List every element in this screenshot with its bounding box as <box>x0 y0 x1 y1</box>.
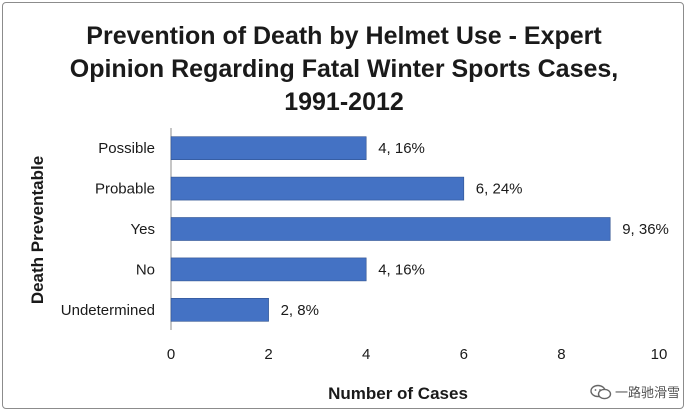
y-tick-label: No <box>136 261 155 278</box>
bar-yes <box>170 217 611 241</box>
bar-no <box>170 257 367 282</box>
x-axis-title: Number of Cases <box>328 384 468 403</box>
chart-frame <box>2 2 684 409</box>
y-axis-title: Death Preventable <box>28 155 47 305</box>
chart-title-line-1: Prevention of Death by Helmet Use - Expe… <box>86 22 602 50</box>
y-tick-label: Undetermined <box>61 302 155 319</box>
chart-title-line-3: 1991-2012 <box>284 88 404 116</box>
wechat-icon <box>590 384 612 400</box>
bar-probable <box>170 176 465 201</box>
y-tick-label: Probable <box>95 181 155 198</box>
x-tick-label: 6 <box>460 346 468 363</box>
x-tick-label: 10 <box>651 346 668 363</box>
x-tick-label: 4 <box>362 346 370 363</box>
chart-title-line-2: Opinion Regarding Fatal Winter Sports Ca… <box>69 55 619 83</box>
y-tick-label: Yes <box>131 221 155 238</box>
data-label: 6, 24% <box>476 181 523 198</box>
x-tick-label: 8 <box>557 346 565 363</box>
bar-possible <box>170 136 367 160</box>
x-tick-label: 2 <box>264 346 272 363</box>
bar-undetermined <box>170 297 269 322</box>
data-label: 9, 36% <box>622 221 669 238</box>
data-label: 4, 16% <box>378 261 425 278</box>
watermark: 一路驰滑雪 <box>590 382 680 401</box>
y-tick-label: Possible <box>98 140 155 157</box>
data-label: 2, 8% <box>281 302 319 319</box>
watermark-text: 一路驰滑雪 <box>614 386 680 401</box>
x-tick-label: 0 <box>167 346 175 363</box>
data-label: 4, 16% <box>378 140 425 157</box>
